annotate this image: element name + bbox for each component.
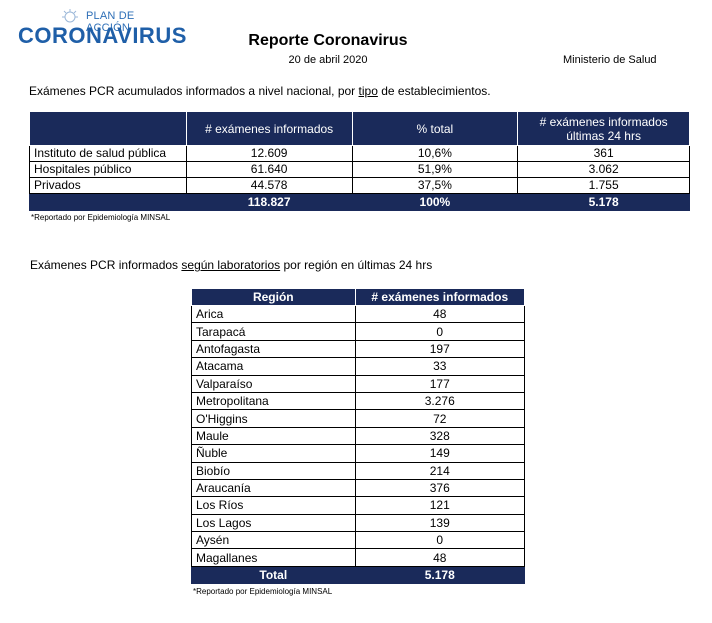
region-count-cell: 376 xyxy=(354,478,526,498)
region-count-cell: 121 xyxy=(354,496,526,515)
table-row: Aysén 0 xyxy=(191,531,526,550)
region-count-cell: 328 xyxy=(354,426,526,446)
cell: 118.827 xyxy=(185,193,353,211)
region-count-cell: 214 xyxy=(354,461,526,480)
report-date: 20 de abril 2020 xyxy=(288,54,368,66)
ministry-label: Ministerio de Salud xyxy=(563,54,657,66)
region-name-cell: Valparaíso xyxy=(191,374,356,393)
region-name-cell: Magallanes xyxy=(191,548,356,567)
region-count-cell: 139 xyxy=(354,513,526,533)
table-row: O'Higgins 72 xyxy=(191,409,526,428)
cell: Hospitales público xyxy=(29,161,187,178)
table-header-row: Región # exámenes informados xyxy=(191,288,526,306)
cell: 5.178 xyxy=(517,193,690,211)
table-row: Antofagasta 197 xyxy=(191,339,526,359)
report-title: Reporte Coronavirus xyxy=(248,32,408,49)
total-row: Total 5.178 xyxy=(191,565,526,584)
table-row: Maule 328 xyxy=(191,426,526,446)
column-header: Región xyxy=(191,288,356,306)
region-count-cell: 72 xyxy=(354,409,526,428)
table-row: Privados 44.578 37,5% 1.755 xyxy=(29,177,690,194)
column-header: # exámenes informados xyxy=(354,288,526,306)
cell: Total xyxy=(191,565,356,584)
region-name-cell: Maule xyxy=(191,426,356,446)
region-count-cell: 177 xyxy=(354,374,526,393)
table-row: Hospitales público 61.640 51,9% 3.062 xyxy=(29,161,690,178)
table-row: Biobío 214 xyxy=(191,461,526,480)
region-name-cell: Arica xyxy=(191,304,356,324)
table-row: Los Lagos 139 xyxy=(191,513,526,533)
cell: 51,9% xyxy=(351,161,519,178)
region-name-cell: Los Lagos xyxy=(191,513,356,533)
table-row: Atacama 33 xyxy=(191,357,526,376)
cell: 61.640 xyxy=(185,161,353,178)
region-count-cell: 197 xyxy=(354,339,526,359)
region-count-cell: 3.276 xyxy=(354,391,526,411)
region-name-cell: Metropolitana xyxy=(191,391,356,411)
virus-icon xyxy=(62,9,78,23)
cell: 5.178 xyxy=(354,565,526,584)
table-row: Instituto de salud pública 12.609 10,6% … xyxy=(29,145,690,162)
region-count-cell: 149 xyxy=(354,444,526,463)
section1-subtitle: Exámenes PCR acumulados informados a niv… xyxy=(29,84,491,98)
column-header: % total xyxy=(351,111,519,146)
footnote: *Reportado por Epidemiología MINSAL xyxy=(31,213,171,222)
table-row: Los Ríos 121 xyxy=(191,496,526,515)
cell: 44.578 xyxy=(185,177,353,194)
column-header: # exámenes informados xyxy=(185,111,353,146)
region-name-cell: Antofagasta xyxy=(191,339,356,359)
region-name-cell: Tarapacá xyxy=(191,322,356,341)
region-table: Región # exámenes informados Arica 48 Tara… xyxy=(191,288,526,584)
cell: Instituto de salud pública xyxy=(29,145,187,162)
table-row: Valparaíso 177 xyxy=(191,374,526,393)
region-name-cell: Los Ríos xyxy=(191,496,356,515)
establishment-table: # exámenes informados % total # exámenes… xyxy=(29,111,690,211)
region-name-cell: Aysén xyxy=(191,531,356,550)
logo-title: CORONAVIRUS xyxy=(18,23,187,48)
table-header-row: # exámenes informados % total # exámenes… xyxy=(29,111,690,146)
section2-subtitle: Exámenes PCR informados según laboratori… xyxy=(30,258,433,272)
column-header xyxy=(29,111,187,146)
coronavirus-logo: PLAN DE ACCIÓN CORONAVIRUS xyxy=(18,9,186,50)
total-row: 118.827 100% 5.178 xyxy=(29,193,690,211)
cell: Privados xyxy=(29,177,187,194)
cell: 37,5% xyxy=(351,177,519,194)
cell: 361 xyxy=(517,145,690,162)
cell: 12.609 xyxy=(185,145,353,162)
cell: 1.755 xyxy=(517,177,690,194)
table-row: Tarapacá 0 xyxy=(191,322,526,341)
region-count-cell: 33 xyxy=(354,357,526,376)
region-count-cell: 0 xyxy=(354,322,526,341)
table-row: Ñuble 149 xyxy=(191,444,526,463)
region-count-cell: 0 xyxy=(354,531,526,550)
column-header: # exámenes informados últimas 24 hrs xyxy=(517,111,690,146)
region-name-cell: Araucanía xyxy=(191,478,356,498)
region-name-cell: Ñuble xyxy=(191,444,356,463)
table-row: Metropolitana 3.276 xyxy=(191,391,526,411)
region-name-cell: Atacama xyxy=(191,357,356,376)
logo-subtitle: PLAN DE ACCIÓN xyxy=(86,10,135,34)
region-name-cell: Biobío xyxy=(191,461,356,480)
region-name-cell: O'Higgins xyxy=(191,409,356,428)
table-row: Araucanía 376 xyxy=(191,478,526,498)
cell: 3.062 xyxy=(517,161,690,178)
region-count-cell: 48 xyxy=(354,304,526,324)
cell xyxy=(29,193,187,211)
region-count-cell: 48 xyxy=(354,548,526,567)
table-row: Magallanes 48 xyxy=(191,548,526,567)
table-row: Arica 48 xyxy=(191,304,526,324)
cell: 100% xyxy=(351,193,519,211)
cell: 10,6% xyxy=(351,145,519,162)
footnote: *Reportado por Epidemiología MINSAL xyxy=(193,587,333,596)
